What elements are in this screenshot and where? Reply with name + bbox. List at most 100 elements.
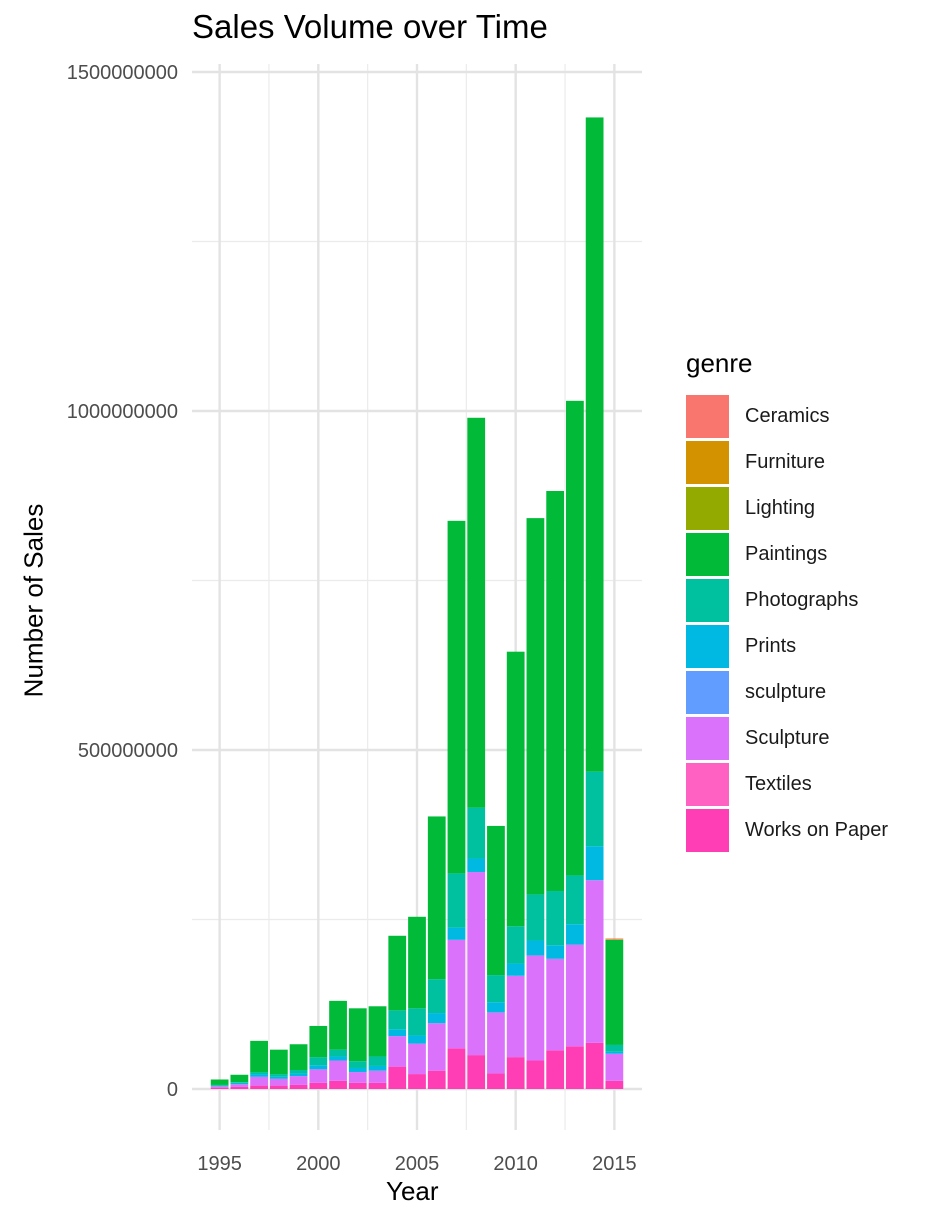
bar-segment bbox=[526, 1060, 545, 1089]
legend-label: Lighting bbox=[745, 496, 816, 519]
bar-segment bbox=[467, 417, 486, 808]
legend-label: Sculpture bbox=[745, 726, 830, 749]
bar-segment bbox=[250, 1074, 268, 1077]
legend-item: Ceramics bbox=[686, 393, 888, 439]
legend-key-swatch bbox=[686, 440, 729, 484]
bar-segment bbox=[408, 1008, 426, 1036]
legend-key-swatch bbox=[686, 486, 729, 530]
bar-segment bbox=[546, 1050, 565, 1089]
legend-item: Paintings bbox=[686, 531, 888, 577]
bar-segment bbox=[506, 975, 525, 1058]
bar-segment bbox=[269, 1078, 288, 1086]
bar-segment bbox=[269, 1049, 288, 1075]
bar-segment bbox=[487, 825, 505, 976]
legend-label: Prints bbox=[745, 634, 797, 657]
legend-title: genre bbox=[686, 348, 753, 378]
bar-segment bbox=[388, 935, 407, 1011]
legend-item: Textiles bbox=[686, 761, 888, 807]
legend-item: Prints bbox=[686, 623, 888, 669]
bar-segment bbox=[388, 1066, 407, 1089]
bar-segment bbox=[605, 939, 624, 940]
legend-label: Ceramics bbox=[745, 404, 830, 427]
legend-item: sculpture bbox=[686, 669, 888, 715]
bar-segment bbox=[309, 1025, 328, 1058]
bar-segment bbox=[427, 1070, 446, 1089]
y-tick-label: 1000000000 bbox=[67, 401, 178, 423]
bar-segment bbox=[427, 816, 446, 980]
bar-segment bbox=[210, 1084, 229, 1086]
bar-segment bbox=[348, 1008, 367, 1062]
bar-segment bbox=[368, 1006, 387, 1057]
y-tick-label: 1500000000 bbox=[67, 62, 178, 84]
bar-segment bbox=[368, 1065, 387, 1071]
x-tick-label: 2015 bbox=[592, 1153, 637, 1175]
bar-segment bbox=[467, 1055, 486, 1089]
bar-segment bbox=[230, 1086, 249, 1089]
bar-segment bbox=[309, 1082, 328, 1089]
bar-segment bbox=[487, 1002, 505, 1013]
bar-segment bbox=[230, 1082, 249, 1083]
bar-segment bbox=[289, 1076, 308, 1085]
bar-segment bbox=[329, 1056, 347, 1061]
bar-segment bbox=[289, 1070, 308, 1074]
bar-segment bbox=[230, 1074, 249, 1083]
bar-segment bbox=[487, 1012, 505, 1074]
bar-segment bbox=[329, 1000, 347, 1050]
bar-segment bbox=[210, 1079, 229, 1085]
bar-segment bbox=[566, 944, 584, 1047]
bar-segment bbox=[447, 927, 466, 940]
x-tick-label: 1995 bbox=[197, 1153, 242, 1175]
legend-label: sculpture bbox=[745, 680, 827, 703]
bar-segment bbox=[289, 1084, 308, 1089]
bar-segment bbox=[546, 891, 565, 946]
bar-segment bbox=[585, 771, 604, 847]
bar-segment bbox=[348, 1072, 367, 1083]
legend-label: Textiles bbox=[745, 772, 812, 795]
bar-segment bbox=[506, 1057, 525, 1089]
bar-segment bbox=[546, 491, 565, 892]
bar-segment bbox=[368, 1070, 387, 1083]
bar-segment bbox=[269, 1076, 288, 1079]
legend-label: Photographs bbox=[745, 588, 859, 611]
x-axis-title: Year bbox=[386, 1176, 439, 1206]
y-tick-label: 0 bbox=[167, 1079, 178, 1101]
bar-segment bbox=[250, 1085, 268, 1089]
bar-segment bbox=[447, 520, 466, 874]
bar-segment bbox=[585, 846, 604, 881]
chart-title: Sales Volume over Time bbox=[192, 8, 548, 45]
legend-label: Works on Paper bbox=[745, 818, 889, 841]
bar-segment bbox=[348, 1082, 367, 1089]
bar-segment bbox=[210, 1086, 229, 1088]
bar-segment bbox=[605, 938, 624, 940]
bar-segment bbox=[526, 518, 545, 895]
bar-segment bbox=[309, 1057, 328, 1066]
bar-segment bbox=[546, 945, 565, 959]
bar-segment bbox=[605, 1051, 624, 1054]
legend: genre Ceramics Furniture Lighting Paintings… bbox=[686, 348, 888, 853]
legend-key-swatch bbox=[686, 578, 729, 622]
bar-segment bbox=[250, 1076, 268, 1086]
bar-segment bbox=[309, 1069, 328, 1083]
legend-item: Furniture bbox=[686, 439, 888, 485]
legend-key-swatch bbox=[686, 808, 729, 852]
legend-key-swatch bbox=[686, 670, 729, 714]
bar-segment bbox=[506, 963, 525, 976]
bar-segment bbox=[408, 1043, 426, 1075]
legend-label: Paintings bbox=[745, 542, 828, 565]
bars bbox=[210, 117, 624, 1089]
bar-segment bbox=[447, 1048, 466, 1089]
bar-segment bbox=[388, 1029, 407, 1037]
bar-segment bbox=[408, 1035, 426, 1044]
bar-segment bbox=[388, 1036, 407, 1067]
bar-segment bbox=[467, 858, 486, 873]
bar-segment bbox=[408, 1074, 426, 1089]
y-axis-title: Number of Sales bbox=[18, 503, 49, 698]
legend-item: Works on Paper bbox=[686, 807, 888, 853]
bar-segment bbox=[566, 1046, 584, 1089]
bar-segment bbox=[427, 1023, 446, 1071]
bar-segment bbox=[467, 807, 486, 859]
bar-segment bbox=[348, 1061, 367, 1068]
legend-item: Lighting bbox=[686, 485, 888, 531]
y-axis-ticks: 0 500000000 1000000000 1500000000 bbox=[67, 62, 178, 1101]
